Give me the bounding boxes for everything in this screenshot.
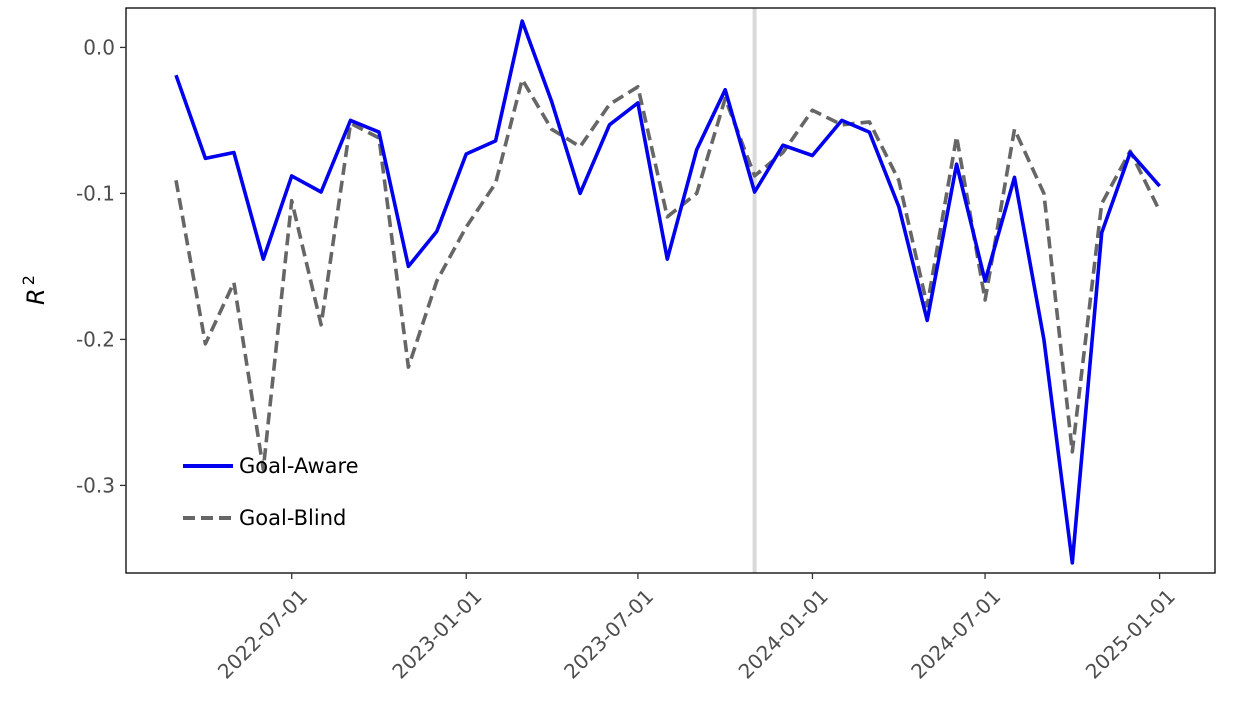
y-tick-label: -0.2 (76, 327, 115, 351)
legend-label-goal-blind: Goal-Blind (239, 506, 346, 530)
x-tick-label: 2024-07-01 (906, 584, 1005, 683)
y-axis: 0.0 -0.1 -0.2 -0.3 (76, 35, 126, 497)
y-axis-title-superscript: 2 (19, 275, 38, 285)
plot-frame (125, 7, 1216, 574)
series-line-goal-aware (174, 19, 1161, 565)
legend-label-goal-aware: Goal-Aware (239, 454, 359, 478)
legend: Goal-Aware Goal-Blind (183, 454, 359, 530)
y-tick-label: 0.0 (83, 35, 115, 59)
y-axis-title: R2 (19, 275, 50, 305)
y-tick-label: -0.3 (76, 473, 115, 497)
x-axis: 2022-07-01 2023-01-01 2023-07-01 2024-01-01… (213, 573, 1180, 683)
x-tick-label: 2023-01-01 (387, 584, 486, 683)
x-tick-label: 2024-01-01 (734, 584, 833, 683)
y-axis-title-main: R (22, 288, 50, 305)
series-layer (174, 19, 1162, 565)
x-tick-label: 2023-07-01 (559, 584, 658, 683)
y-tick-label: -0.1 (76, 181, 115, 205)
x-tick-label: 2022-07-01 (213, 584, 312, 683)
x-tick-label: 2025-01-01 (1081, 584, 1180, 683)
series-line-goal-blind (174, 77, 1162, 472)
